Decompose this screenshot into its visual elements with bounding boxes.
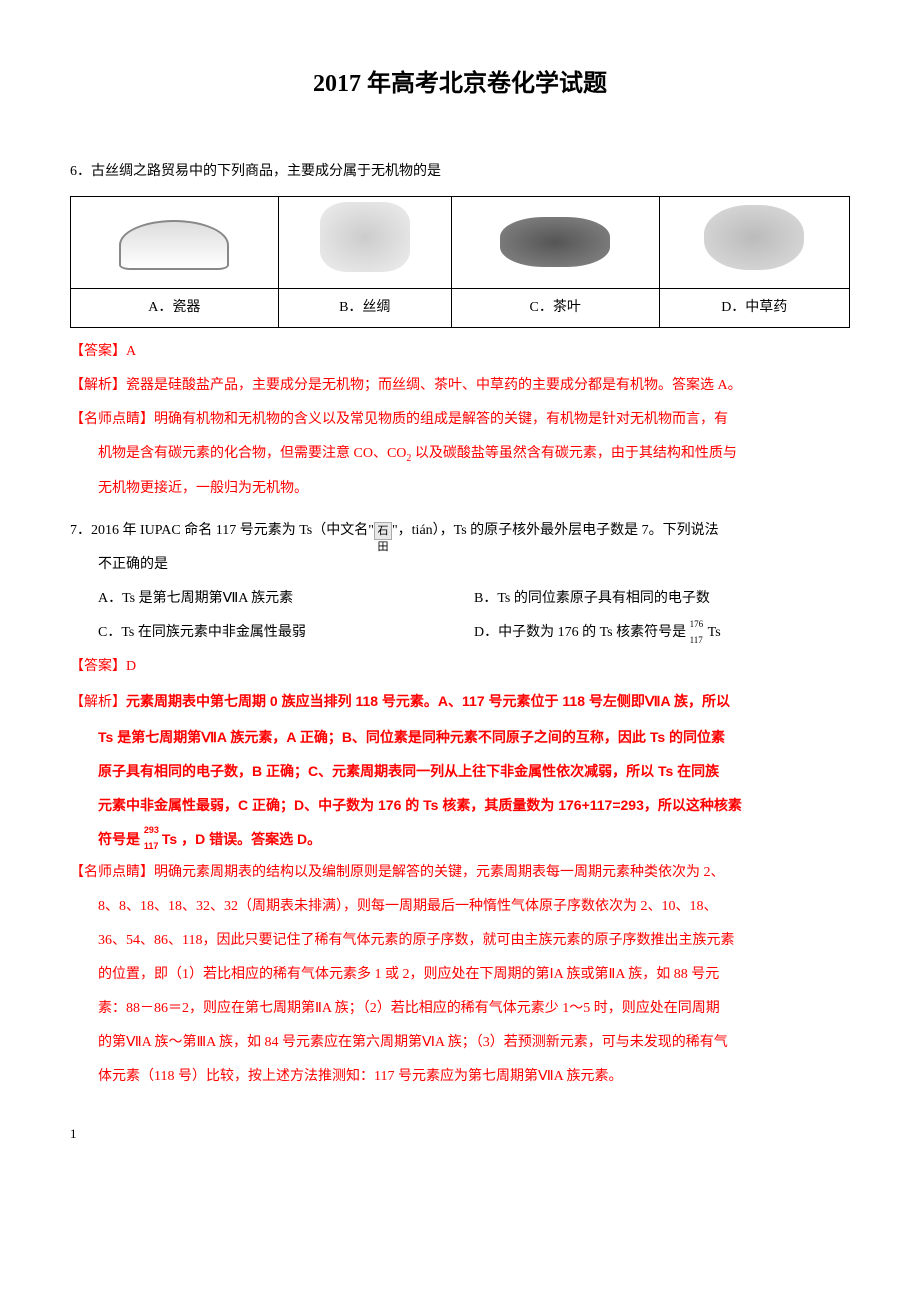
q7-opt-d-text: D．中子数为 176 的 Ts 核素符号是 <box>474 625 686 640</box>
q7-nuclide-293-sym: Ts <box>162 831 177 847</box>
q6-tip-label: 【名师点睛】 <box>70 412 154 427</box>
q7-stem-1: 7．2016 年 IUPAC 命名 117 号元素为 Ts（中文名" <box>70 523 374 538</box>
q6-tip-line2: 机物是含有碳元素的化合物，但需要注意 CO、CO2 以及碳酸盐等虽然含有碳元素，… <box>70 440 850 469</box>
silk-icon <box>320 202 410 272</box>
q7-nuclide-sym: Ts <box>708 625 721 640</box>
q7-options-row2: C．Ts 在同族元素中非金属性最弱 D．中子数为 176 的 Ts 核素符号是 … <box>70 619 850 647</box>
q7-nuclide-293-atomic: 117 <box>144 837 159 855</box>
q7-analysis-label: 【解析】 <box>70 695 126 710</box>
q7-tip-label: 【名师点睛】 <box>70 865 154 880</box>
q7-options-row1: A．Ts 是第七周期第ⅦA 族元素 B．Ts 的同位素原子具有相同的电子数 <box>70 585 850 613</box>
page-number: 1 <box>70 1121 850 1147</box>
q6-options-table: A．瓷器 B．丝绸 C．茶叶 D．中草药 <box>70 196 850 328</box>
q7-tip-line1: 【名师点睛】明确元素周期表的结构以及编制原则是解答的关键，元素周期表每一周期元素… <box>70 859 850 887</box>
q7-analysis-5b: ，D 错误。答案选 D。 <box>181 831 321 847</box>
q6-img-a <box>71 197 279 289</box>
q7-nuclide-atomic: 117 <box>690 631 703 649</box>
q6-label-c: C．茶叶 <box>451 289 659 328</box>
q7-analysis-5a: 符号是 <box>98 831 140 847</box>
q7-opt-d: D．中子数为 176 的 Ts 核素符号是 176 117 Ts <box>474 619 850 647</box>
q7-analysis-2: Ts 是第七周期第ⅦA 族元素，A 正确；B、同位素是同种元素不同原子之间的互称… <box>70 723 850 751</box>
q6-tip-line1: 明确有机物和无机物的含义以及常见物质的组成是解答的关键，有机物是针对无机物而言，… <box>154 412 728 427</box>
q7-answer: 【答案】D <box>70 653 850 681</box>
q6-label-b: B．丝绸 <box>278 289 451 328</box>
q7-analysis-3: 原子具有相同的电子数，B 正确；C、元素周期表同一列从上往下非金属性依次减弱，所… <box>70 757 850 785</box>
q7-opt-a: A．Ts 是第七周期第ⅦA 族元素 <box>98 585 474 613</box>
q6-tip-2b: 以及碳酸盐等虽然含有碳元素，由于其结构和性质与 <box>411 446 737 461</box>
q7-tip-7: 体元素（118 号）比较，按上述方法推测知：117 号元素应为第七周期第ⅦA 族… <box>70 1063 850 1091</box>
q6-img-b <box>278 197 451 289</box>
q7-opt-c: C．Ts 在同族元素中非金属性最弱 <box>98 619 474 647</box>
q7-nuclide: 176 117 Ts <box>690 619 721 647</box>
q6-img-d <box>659 197 849 289</box>
q7-analysis-4: 元素中非金属性最弱，C 正确；D、中子数为 176 的 Ts 核素，其质量数为 … <box>70 791 850 819</box>
q7-stem: 7．2016 年 IUPAC 命名 117 号元素为 Ts（中文名"石田"，ti… <box>70 517 850 545</box>
q7-tip-5: 素：88－86＝2，则应在第七周期第ⅡA 族；（2）若比相应的稀有气体元素少 1… <box>70 995 850 1023</box>
q7-nuclide-293: 293 117 Ts <box>144 825 177 853</box>
page-title: 2017 年高考北京卷化学试题 <box>70 60 850 108</box>
tian-char-icon: 石田 <box>374 522 392 540</box>
q6-label-d: D．中草药 <box>659 289 849 328</box>
q7-tip-6: 的第ⅦA 族～第ⅢA 族，如 84 号元素应在第六周期第ⅥA 族；（3）若预测新… <box>70 1029 850 1057</box>
q6-label-a: A．瓷器 <box>71 289 279 328</box>
q6-tip-line3: 无机物更接近，一般归为无机物。 <box>70 475 850 503</box>
tea-icon <box>500 217 610 267</box>
q7-analysis-line1: 【解析】元素周期表中第七周期 0 族应当排列 118 号元素。A、117 号元素… <box>70 687 850 717</box>
q7-tip-4: 的位置，即（1）若比相应的稀有气体元素多 1 或 2，则应处在下周期的第ⅠA 族… <box>70 961 850 989</box>
q6-tip: 【名师点睛】明确有机物和无机物的含义以及常见物质的组成是解答的关键，有机物是针对… <box>70 406 850 434</box>
q7-stem-line2: 不正确的是 <box>70 551 850 579</box>
q7-tip-1: 明确元素周期表的结构以及编制原则是解答的关键，元素周期表每一周期元素种类依次为 … <box>154 865 725 880</box>
herb-icon <box>704 205 804 270</box>
q6-stem: 6．古丝绸之路贸易中的下列商品，主要成分属于无机物的是 <box>70 158 850 186</box>
q7-tip-3: 36、54、86、118，因此只要记住了稀有气体元素的原子序数，就可由主族元素的… <box>70 927 850 955</box>
q7-analysis-1: 元素周期表中第七周期 0 族应当排列 118 号元素。A、117 号元素位于 1… <box>126 693 730 709</box>
q6-analysis: 【解析】瓷器是硅酸盐产品，主要成分是无机物；而丝绸、茶叶、中草药的主要成分都是有… <box>70 372 850 400</box>
q6-img-c <box>451 197 659 289</box>
q6-answer: 【答案】A <box>70 338 850 366</box>
q7-analysis-5: 符号是 293 117 Ts ，D 错误。答案选 D。 <box>70 825 850 853</box>
q6-tip-2a: 机物是含有碳元素的化合物，但需要注意 CO、CO <box>98 446 406 461</box>
q7-stem-2: "，tián），Ts 的原子核外最外层电子数是 7。下列说法 <box>392 523 719 538</box>
porcelain-icon <box>119 220 229 270</box>
q7-opt-b: B．Ts 的同位素原子具有相同的电子数 <box>474 585 850 613</box>
q7-tip-2: 8、8、18、18、32、32（周期表未排满），则每一周期最后一种惰性气体原子序… <box>70 893 850 921</box>
